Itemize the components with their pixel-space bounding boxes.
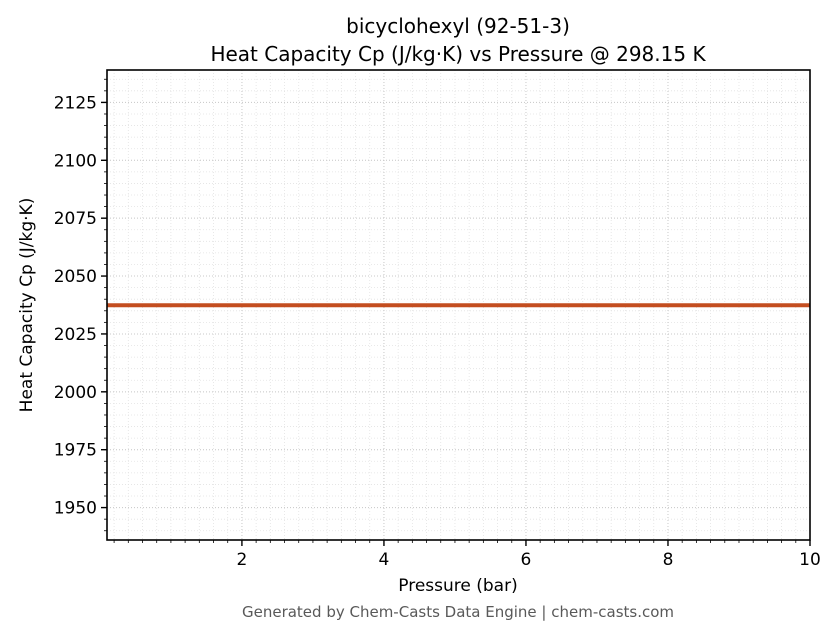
y-tick-label: 2000 [54, 383, 97, 403]
y-axis-label: Heat Capacity Cp (J/kg·K) [17, 197, 37, 413]
y-tick-label: 2100 [54, 151, 97, 171]
x-tick-label: 8 [663, 550, 674, 570]
x-axis-label: Pressure (bar) [398, 576, 518, 596]
x-tick-label: 10 [799, 550, 821, 570]
y-tick-label: 2075 [54, 209, 97, 229]
footer-credit: Generated by Chem-Casts Data Engine | ch… [241, 603, 675, 621]
x-tick-label: 4 [379, 550, 390, 570]
x-tick-label: 2 [237, 550, 248, 570]
y-tick-label: 1950 [54, 499, 97, 519]
chart-title: bicyclohexyl (92-51-3) [346, 14, 570, 38]
y-tick-label: 1975 [54, 441, 97, 461]
plot-border [106, 69, 811, 541]
y-tick-label: 2050 [54, 267, 97, 287]
x-tick-label: 6 [521, 550, 532, 570]
y-tick-label: 2125 [54, 93, 97, 113]
chart-subtitle: Heat Capacity Cp (J/kg·K) vs Pressure @ … [210, 42, 706, 66]
y-tick-label: 2025 [54, 325, 97, 345]
